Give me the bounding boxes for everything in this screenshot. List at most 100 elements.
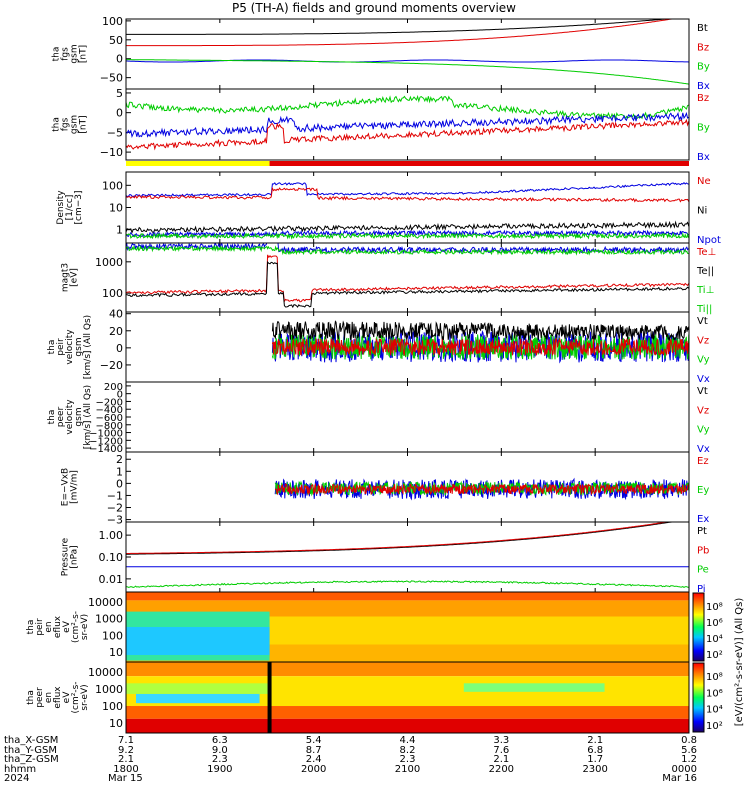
y-tick-label: 5 [116,87,123,100]
y-tick-label: 0 [116,53,123,66]
panel-efield: 210−1−2−3 E=−VxB [mV/m] Ez Ey Ex [61,452,709,527]
y-axis-label-line: gsm [70,115,80,134]
legend-ey: Ey [697,485,709,496]
y-tick-label: 2 [116,453,123,466]
legend-vt: Vt [697,316,708,327]
chart-title: P5 (TH-A) fields and ground moments over… [232,1,516,15]
y-axis-label-line: Density [56,190,66,225]
colorbar-tick-label: 10⁴ [706,705,723,716]
trace-pe [126,580,689,589]
y-gsm-value: 7.6 [493,745,509,756]
trace-bt [126,18,689,35]
z-gsm-value: 1.2 [681,754,697,765]
y-tick-label: 1.00 [99,529,124,542]
colorbar [692,592,705,662]
y-axis-label: tha peer velocity gsm [km/s] (All Qs) [47,385,93,449]
y-gsm-value: 8.7 [306,745,322,756]
legend-npot: Npot [697,235,721,246]
y-tick-label: 100 [102,629,123,642]
date-label: Mar 15 [108,773,143,784]
y-tick-label: 100 [102,700,123,713]
legend-ti||: Ti|| [696,304,712,315]
y-axis-label-line: gsm [74,337,84,356]
legend-vx: Vx [697,374,710,385]
y-axis-label-line: eflux [53,686,63,709]
y-tick-label: 10 [109,202,123,215]
trace-ez [274,482,690,496]
y-axis-label-line: [cm−3] [74,190,84,224]
z-gsm-value: 1.7 [587,754,603,765]
y-axis-label-line: [km/s] (All Qs) [83,315,93,379]
trace-density-green [125,231,689,240]
y-tick-label: 0.01 [99,573,124,586]
colorbar-tick-label: 10⁶ [706,688,723,699]
y-tick-label: −1200 [89,436,123,447]
legend-ez: Ez [697,456,709,467]
trace-ni [125,220,690,234]
y-tick-label: −600 [96,413,123,424]
panel-density: 100 10 1 Density [1/cc] [cm−3] Ne Ni Npot [56,172,721,246]
time-tick-label: 1800 [113,764,138,775]
y-axis-label-line: peir [56,338,66,356]
y-axis-label: tha peir en eflux eV (cm²-s-sr-eV) [26,611,90,643]
y-axis-label-line: sr-eV) [80,614,90,640]
trace-pb [126,521,689,554]
y-tick-label: 1000 [95,613,123,626]
legend-ni: Ni [697,206,707,217]
spectrogram-band [126,683,270,694]
z-gsm-value: 2.3 [400,754,416,765]
y-axis-label: E=−VxB [mV/m] [61,468,80,506]
spectrogram-peir [126,592,689,662]
time-tick-label: 0000 [672,764,697,775]
panel-frame [125,381,690,453]
legend-bx: Bx [697,152,710,163]
time-tick-label: 2300 [582,764,607,775]
panel-fgs-dsl: 5 0 −5 −10 tha fgs gsm [nT] Bz By Bx [52,87,710,163]
y-axis-label-line: velocity [65,329,75,365]
trace-te-par [125,260,690,309]
y-tick-label: −3 [107,514,123,527]
y-tick-label: −1 [107,489,123,502]
colorbar-peer-spectrogram: 10⁸ 10⁶ 10⁴ 10² [692,662,723,733]
y-axis-label: tha peir velocity gsm [km/s] (All Qs) [47,315,93,379]
legend-te⊥: Te⊥ [696,247,716,258]
colorbar-tick-label: 10⁸ [706,602,723,613]
y-axis-label-line: tha [26,690,36,705]
colorbar-tick-label: 10² [706,721,723,732]
y-axis-label: tha fgs gsm [nT] [52,115,89,134]
legend-vz: Vz [697,405,709,416]
y-axis-label-line: sr-eV) [80,684,90,710]
z-gsm-value: 2.3 [212,754,228,765]
status-bar-yellow [126,161,270,166]
y-axis-label: Pressure [nPa] [61,537,80,576]
y-axis-label-line: tha [52,117,62,132]
date-label: Mar 16 [662,773,697,784]
y-axis-label-line: [nT] [79,45,89,63]
y-axis-label-line: [nPa] [70,545,80,568]
trace-vt [271,320,690,342]
y-axis-label-line: gsm [70,44,80,63]
spectrogram-band [126,662,689,677]
legend-pe: Pe [697,565,709,576]
legend-pi: Pi [697,584,706,595]
trace-bx-detail [125,111,690,138]
legend-vz: Vz [697,335,709,346]
y-axis-label-line: [nT] [79,115,89,133]
legend-bt: Bt [697,23,708,34]
data-gap-marker [267,662,272,733]
y-tick-label: 20 [109,325,123,338]
y-axis-label-line: fgs [61,117,71,131]
y-tick-label: 100 [102,287,123,300]
x-gsm-value: 7.1 [118,735,134,746]
legend-vx: Vx [697,444,710,455]
legend-vy: Vy [697,425,710,436]
y-gsm-value: 5.6 [681,745,697,756]
y-axis-label-line: (cm²-s- [71,681,81,713]
colorbar-tick-label: 10⁸ [706,672,723,683]
footer-label: hhmm [4,764,36,775]
y-axis-label-line: eV [62,620,72,633]
legend-ti⊥: Ti⊥ [696,285,714,296]
